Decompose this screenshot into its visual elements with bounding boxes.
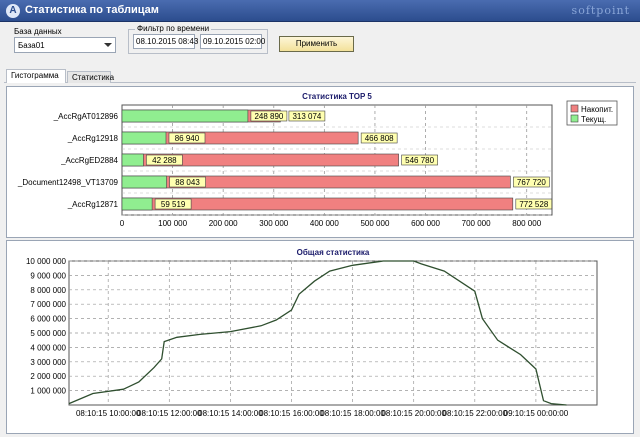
bar-current xyxy=(121,153,144,167)
x-tick-label: 08:10:15 16:00:00 xyxy=(259,409,324,418)
x-tick-label: 600 000 xyxy=(411,219,440,228)
time-filter-group: Фильтр по времени xyxy=(128,24,268,54)
app-icon: А xyxy=(6,4,20,18)
x-tick-label: 800 000 xyxy=(512,219,541,228)
window-title: Статистика по таблицам xyxy=(25,4,159,16)
general-chart-panel: Общая статистика 1 000 000 2 000 000 3 000 … xyxy=(6,240,634,434)
x-tick-label: 08:10:15 12:00:00 xyxy=(137,409,202,418)
data-label-box xyxy=(513,176,550,188)
bar-current xyxy=(121,175,167,189)
data-label-box xyxy=(401,154,438,166)
category-label: _AccRg12871 xyxy=(67,200,119,209)
y-tick-label: 8 000 000 xyxy=(30,286,66,295)
data-label-current: 86 940 xyxy=(175,134,200,143)
chevron-down-icon[interactable] xyxy=(104,43,112,47)
date-separator: - xyxy=(195,36,198,45)
bar-current xyxy=(121,197,153,211)
title-bar: А Статистика по таблицам softpoint xyxy=(0,0,640,22)
x-tick-label: 200 000 xyxy=(209,219,238,228)
y-tick-label: 10 000 000 xyxy=(26,257,67,266)
x-tick-label: 08:10:15 10:00:00 xyxy=(76,409,141,418)
data-label-box xyxy=(154,198,192,210)
data-label-box xyxy=(146,154,183,166)
data-label-cumulative: 313 074 xyxy=(292,112,321,121)
top5-chart-panel: Статистика TOP 5 0 100 000 200 000 300 000 40… xyxy=(6,86,634,238)
y-tick-label: 4 000 000 xyxy=(30,343,66,352)
data-label-current: 248 890 xyxy=(254,112,283,121)
y-tick-label: 1 000 000 xyxy=(30,387,66,396)
data-label-box xyxy=(250,110,288,122)
bar-current xyxy=(121,131,167,145)
db-select[interactable]: База01 xyxy=(14,37,116,53)
general-chart: Общая статистика 1 000 000 2 000 000 3 000 … xyxy=(26,248,598,418)
data-label-current: 59 519 xyxy=(161,200,186,209)
data-label-box xyxy=(169,176,206,188)
apply-button[interactable]: Применить xyxy=(279,36,354,52)
legend-label: Текущ. xyxy=(581,115,606,124)
x-tick-label: 100 000 xyxy=(158,219,187,228)
data-label-cumulative: 767 720 xyxy=(517,178,546,187)
data-label-current: 88 043 xyxy=(175,178,200,187)
data-label-box xyxy=(360,132,398,144)
data-label-cumulative: 772 528 xyxy=(519,200,548,209)
chart-title: Общая статистика xyxy=(297,248,370,257)
legend-swatch xyxy=(570,104,579,113)
top5-chart: Статистика TOP 5 0 100 000 200 000 300 000 40… xyxy=(17,92,618,228)
data-label-cumulative: 546 780 xyxy=(405,156,434,165)
db-select-value: База01 xyxy=(18,41,45,50)
bar-current xyxy=(121,109,249,123)
data-label-current: 42 288 xyxy=(152,156,177,165)
series-line xyxy=(68,260,567,406)
x-tick-label: 08:10:15 18:00:00 xyxy=(320,409,385,418)
x-tick-label: 0 xyxy=(120,219,125,228)
x-tick-label: 700 000 xyxy=(462,219,491,228)
data-label-box xyxy=(515,198,553,210)
x-tick-label: 09:10:15 00:00:00 xyxy=(504,409,569,418)
date-to-field[interactable]: 09.10.2015 02:00 xyxy=(200,34,265,49)
time-filter-label: Фильтр по времени xyxy=(135,24,212,33)
x-tick-label: 08:10:15 22:00:00 xyxy=(443,409,508,418)
tab-histogram[interactable]: Гистограмма xyxy=(6,69,66,83)
x-tick-label: 300 000 xyxy=(259,219,288,228)
y-tick-label: 3 000 000 xyxy=(30,358,66,367)
x-tick-label: 500 000 xyxy=(360,219,389,228)
date-from-field[interactable]: 08.10.2015 08:43 xyxy=(133,34,198,49)
x-tick-label: 08:10:15 20:00:00 xyxy=(381,409,446,418)
chart-title: Статистика TOP 5 xyxy=(302,92,372,101)
tab-statistics[interactable]: Статистика xyxy=(67,71,114,83)
data-label-cumulative: 466 808 xyxy=(365,134,394,143)
x-tick-label: 08:10:15 14:00:00 xyxy=(198,409,263,418)
db-label: База данных xyxy=(14,27,62,36)
y-tick-label: 6 000 000 xyxy=(30,315,66,324)
y-tick-label: 9 000 000 xyxy=(30,271,66,280)
y-tick-label: 5 000 000 xyxy=(30,329,66,338)
category-label: _Document12498_VT13709 xyxy=(17,178,119,187)
category-label: _AccRgAT012896 xyxy=(53,112,119,121)
category-label: _AccRg12918 xyxy=(67,134,119,143)
data-label-box xyxy=(288,110,326,122)
x-tick-label: 400 000 xyxy=(310,219,339,228)
y-tick-label: 2 000 000 xyxy=(30,372,66,381)
legend-swatch xyxy=(570,114,579,123)
y-tick-label: 7 000 000 xyxy=(30,300,66,309)
brand-logo: softpoint xyxy=(571,4,630,17)
legend-label: Накопит. xyxy=(581,105,613,114)
category-label: _AccRgED2884 xyxy=(60,156,118,165)
data-label-box xyxy=(168,132,206,144)
tab-strip-divider xyxy=(4,82,636,83)
